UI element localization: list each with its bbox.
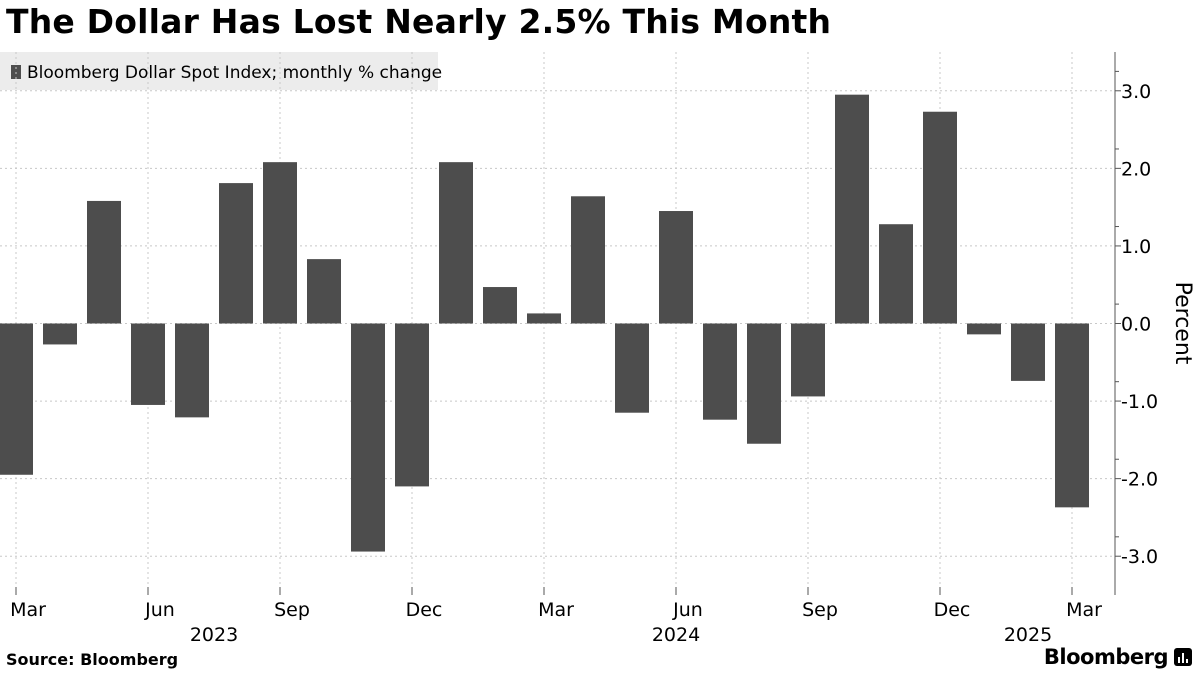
bar [1011,323,1045,381]
brand: Bloomberg [1044,645,1192,669]
bar [483,287,517,324]
brand-name: Bloomberg [1043,645,1169,669]
x-year-label: 2023 [190,624,238,646]
bar [615,323,649,413]
bar [439,162,473,324]
bar [923,111,957,324]
bar [43,323,77,345]
bar [219,183,253,324]
bar [395,323,429,487]
bloomberg-logo-icon [1174,648,1192,666]
x-tick-label: Sep [274,599,310,621]
y-tick-label: -2.0 [1121,469,1158,491]
source-note: Source: Bloomberg [6,650,179,669]
y-tick-label: 1.0 [1121,236,1151,258]
bar [307,259,341,324]
bar [263,162,297,324]
bar [659,211,693,324]
y-tick-label: 3.0 [1121,81,1151,103]
x-tick-label: Mar [1066,599,1102,621]
bar [967,323,1001,335]
bar [1055,323,1089,508]
y-tick-label: -3.0 [1121,546,1158,568]
x-tick-label: Dec [934,599,971,621]
y-ticks: 3.0 2.0 1.0 0.0 -1.0 -2.0 -3.0 [1115,70,1158,568]
y-tick-label: 0.0 [1121,314,1151,336]
y-tick-label: -1.0 [1121,391,1158,413]
y-tick-label: 2.0 [1121,158,1151,180]
legend-box [0,52,438,90]
bar [835,94,869,324]
bar [527,313,561,324]
x-year-label: 2025 [1004,624,1052,646]
bar [747,323,781,444]
x-ticks: Mar Jun Sep Dec Mar Jun Sep Dec Mar 2023 2024 2025 [10,587,1102,646]
bar [175,323,209,418]
x-tick-label: Jun [672,599,703,621]
bar [87,200,121,324]
chart-title: The Dollar Has Lost Nearly 2.5% This Mon… [6,2,832,41]
bar [131,323,165,405]
x-tick-label: Dec [406,599,443,621]
bar [571,196,605,324]
bars-layer [0,94,1089,552]
bar [351,323,385,552]
x-tick-label: Mar [538,599,574,621]
legend-text: Bloomberg Dollar Spot Index; monthly % c… [27,63,442,83]
x-tick-label: Sep [802,599,838,621]
bar [879,224,913,324]
bar [703,323,737,420]
bar [791,323,825,397]
y-axis-label: Percent [1170,282,1195,365]
x-year-label: 2024 [652,624,700,646]
x-tick-label: Jun [144,599,175,621]
x-tick-label: Mar [10,599,46,621]
bar [0,323,33,475]
